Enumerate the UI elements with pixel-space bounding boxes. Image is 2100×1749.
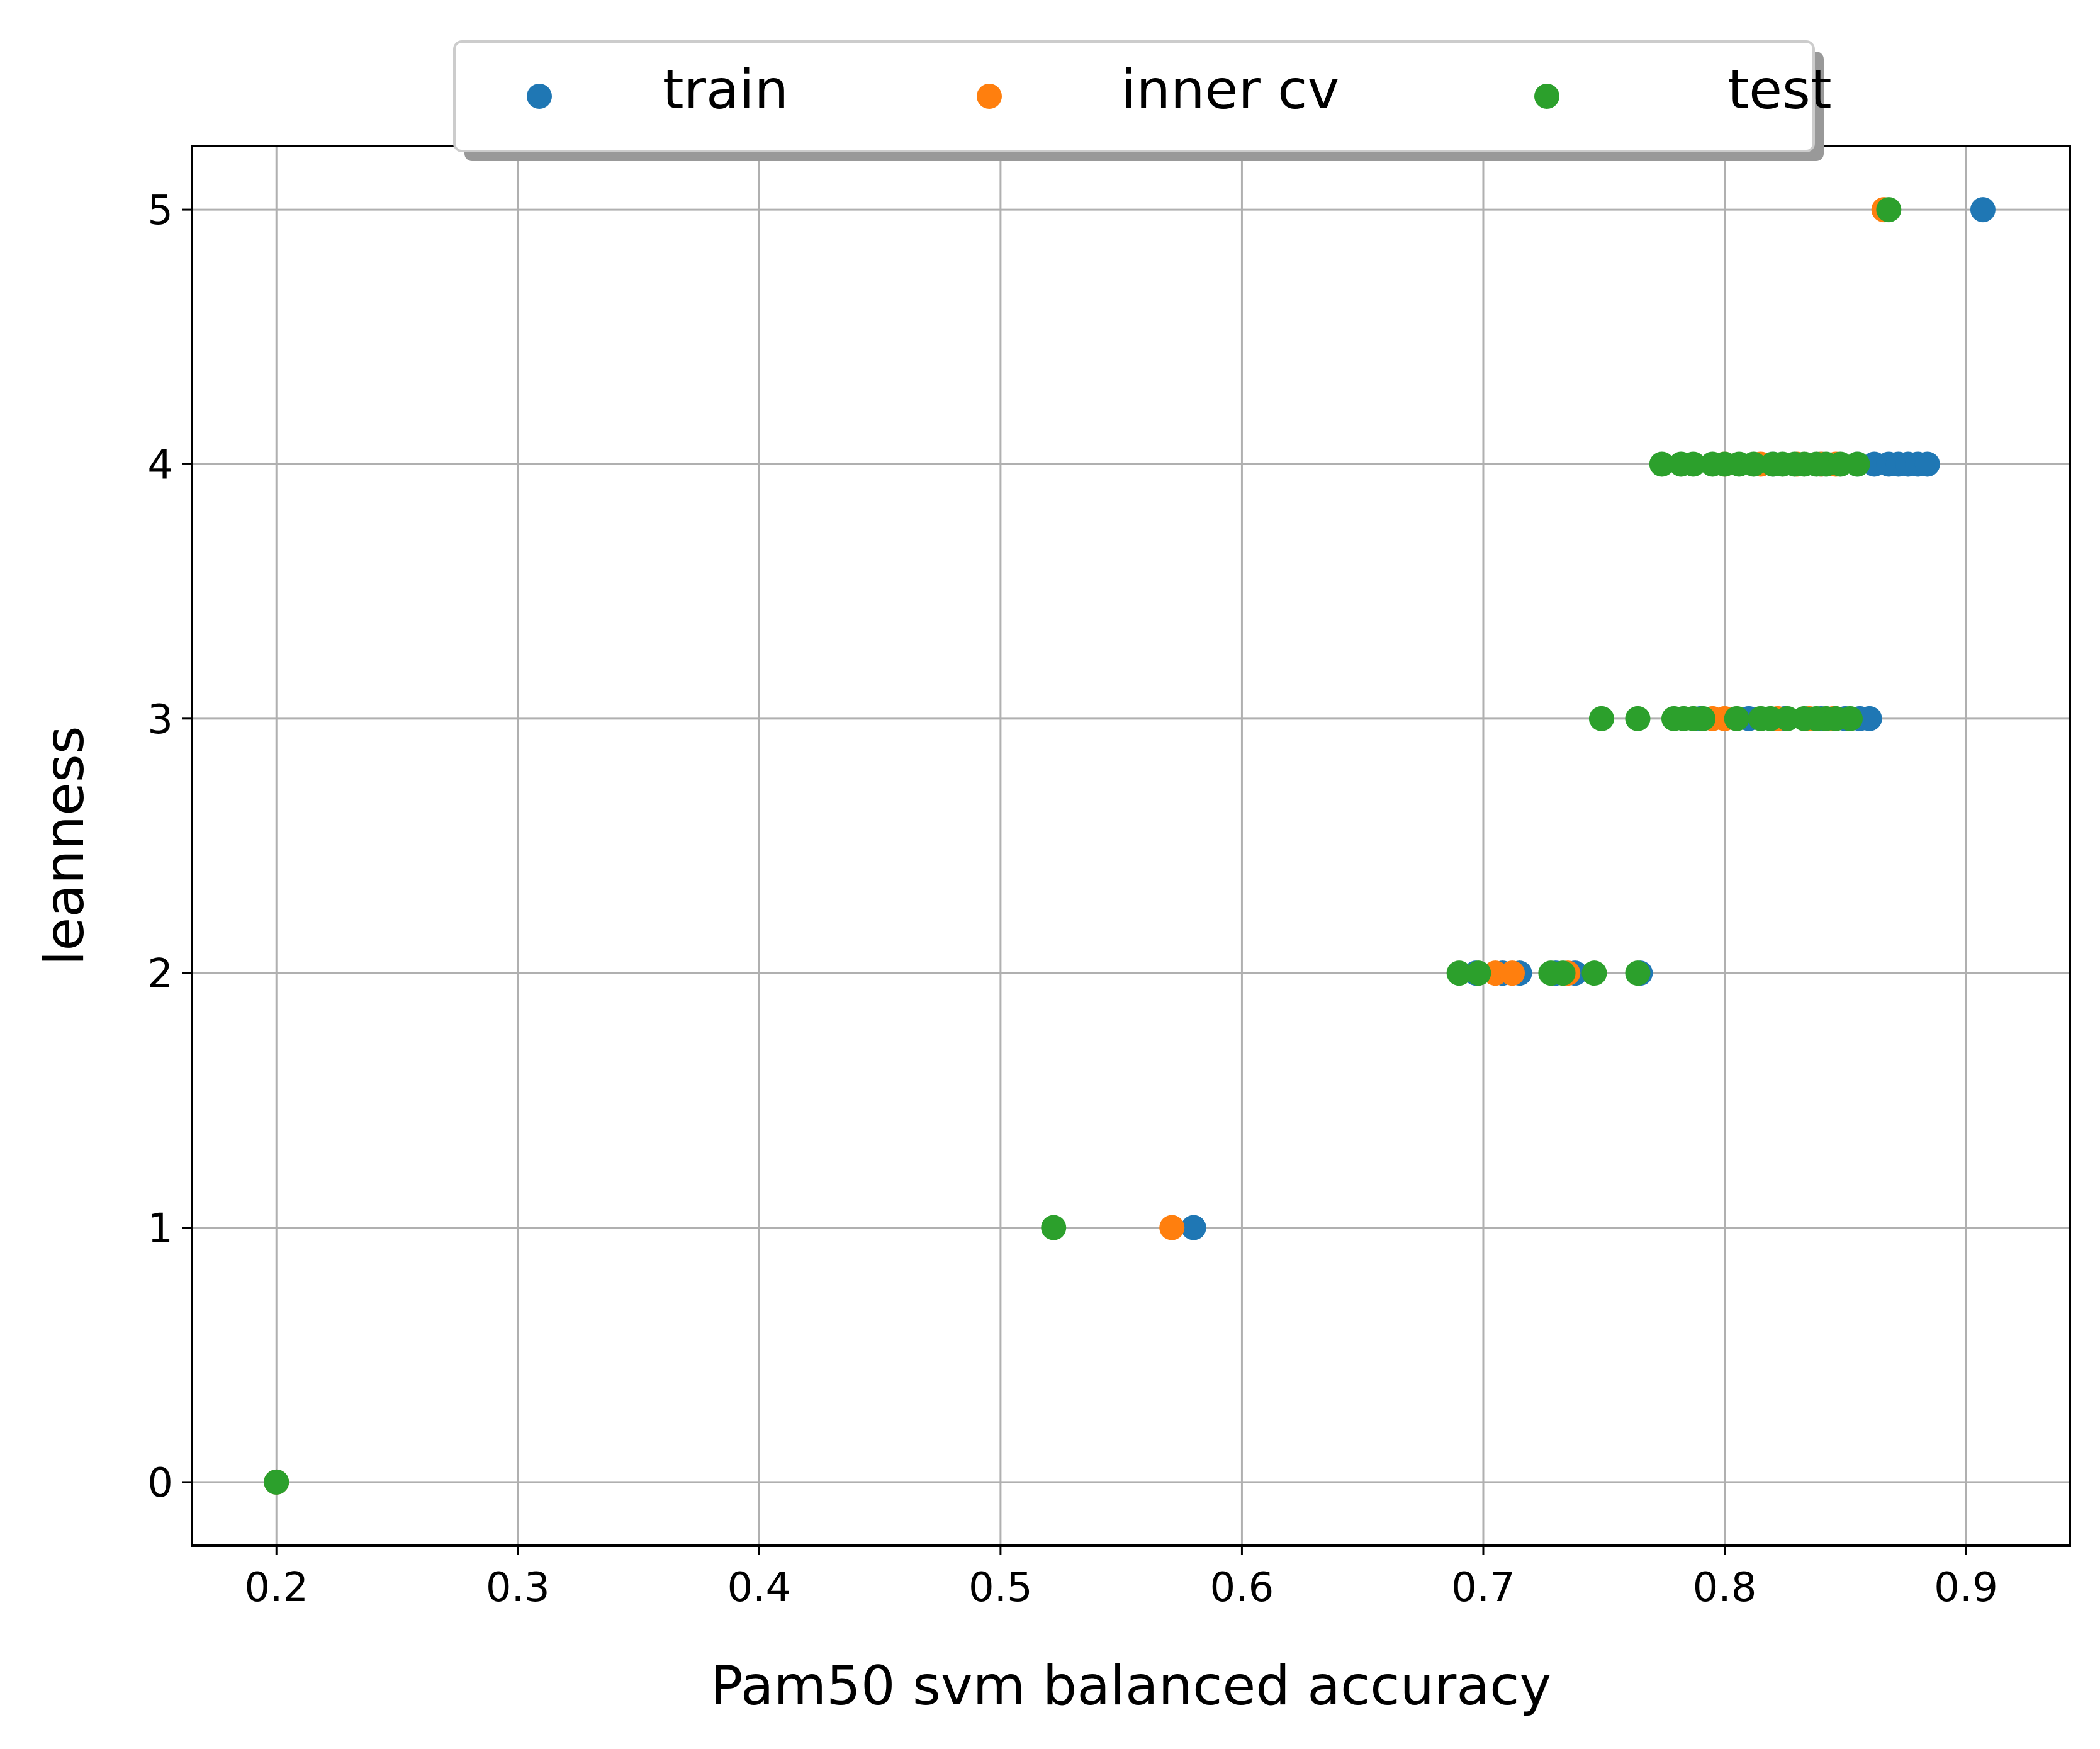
point-test xyxy=(1876,197,1902,223)
legend: train inner cv test xyxy=(453,40,1832,161)
legend-box xyxy=(453,40,1815,152)
point-test xyxy=(1845,451,1870,477)
legend-marker-inner-cv xyxy=(977,84,1002,109)
point-test xyxy=(1649,451,1675,477)
y-tick-label: 2 xyxy=(147,951,173,998)
point-test xyxy=(1446,960,1472,986)
point-train xyxy=(1856,706,1882,731)
y-tick-label: 5 xyxy=(147,188,173,234)
point-test xyxy=(1625,706,1651,731)
point-test xyxy=(264,1469,289,1495)
legend-label-test: test xyxy=(1727,59,1831,121)
y-tick-label: 1 xyxy=(147,1206,173,1252)
x-tick-label: 0.8 xyxy=(1693,1565,1757,1611)
point-inner-cv xyxy=(1500,960,1525,986)
point-inner-cv xyxy=(1159,1215,1185,1240)
y-axis-title: leanness xyxy=(33,726,96,965)
point-train xyxy=(1181,1215,1206,1240)
y-tick-label: 0 xyxy=(147,1460,173,1507)
x-axis-title: Pam50 svm balanced accuracy xyxy=(710,1655,1552,1718)
x-tick-label: 0.5 xyxy=(969,1565,1033,1611)
point-test xyxy=(1837,706,1863,731)
point-test xyxy=(1741,451,1766,477)
point-test xyxy=(1581,960,1607,986)
legend-label-train: train xyxy=(663,59,789,121)
point-test xyxy=(1466,960,1491,986)
legend-marker-test xyxy=(1534,84,1559,109)
data-points xyxy=(264,197,1996,1495)
y-tick-label: 3 xyxy=(147,697,173,743)
point-test xyxy=(1041,1215,1067,1240)
point-train xyxy=(1970,197,1996,223)
x-tick-label: 0.2 xyxy=(244,1565,308,1611)
y-tick-label: 4 xyxy=(147,442,173,488)
point-test xyxy=(1588,706,1614,731)
point-test xyxy=(1550,960,1576,986)
point-test xyxy=(1690,706,1716,731)
legend-marker-train xyxy=(527,84,552,109)
x-tick-label: 0.7 xyxy=(1451,1565,1515,1611)
point-test xyxy=(1625,960,1651,986)
point-test xyxy=(1680,451,1706,477)
point-train xyxy=(1914,451,1940,477)
legend-label-inner-cv: inner cv xyxy=(1121,59,1340,121)
point-test xyxy=(1724,706,1749,731)
x-tick-label: 0.6 xyxy=(1210,1565,1274,1611)
x-tick-label: 0.9 xyxy=(1934,1565,1998,1611)
x-tick-label: 0.4 xyxy=(727,1565,791,1611)
axis-ticks: 0.2 0.3 0.4 0.5 0.6 0.7 0.8 0.9 0 1 2 3 4 5 xyxy=(147,188,1998,1611)
x-tick-label: 0.3 xyxy=(486,1565,550,1611)
